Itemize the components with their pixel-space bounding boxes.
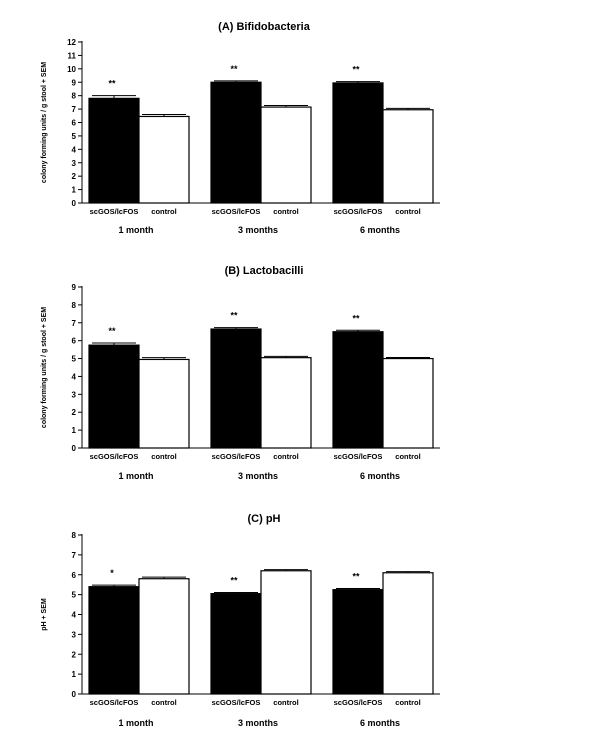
y-tick-label: 5 [72,132,77,141]
group-label: 6 months [360,718,400,728]
y-tick-label: 7 [72,319,77,328]
y-tick-label: 0 [72,199,77,208]
bar-treatment [88,344,140,449]
category-label: scGOS/lcFOS [334,452,383,461]
bar-control [260,106,312,204]
category-label: scGOS/lcFOS [90,698,139,707]
significance-marker: ** [230,64,238,74]
significance-marker: ** [352,313,360,323]
y-tick-label: 4 [72,145,77,154]
bar-control [260,357,312,449]
y-tick-label: 7 [72,551,77,560]
group-label: 6 months [360,471,400,481]
y-tick-label: 0 [72,444,77,453]
group-label: 6 months [360,225,400,235]
y-tick-label: 1 [72,186,77,195]
category-label: scGOS/lcFOS [90,452,139,461]
y-tick-label: 6 [72,119,77,128]
y-tick-label: 12 [67,38,76,47]
category-label: control [273,207,298,216]
group-label: 3 months [238,471,278,481]
category-label: control [273,452,298,461]
category-label: control [395,698,420,707]
panel-1: (B) Lactobacilli colony forming units / g… [41,265,440,481]
bar-treatment [210,81,262,204]
y-tick-label: 0 [72,690,77,699]
y-tick-label: 6 [72,337,77,346]
category-label: control [273,698,298,707]
category-label: control [395,452,420,461]
category-label: scGOS/lcFOS [334,698,383,707]
chart-title: (B) Lactobacilli [225,265,304,277]
bar-control [382,572,434,695]
significance-marker: ** [230,575,238,585]
significance-marker: ** [352,65,360,75]
y-tick-label: 3 [72,159,77,168]
y-tick-label: 2 [72,172,77,181]
y-tick-label: 1 [72,426,77,435]
category-label: control [395,207,420,216]
y-tick-label: 8 [72,531,77,540]
bar-treatment [332,589,384,695]
bar-control [138,358,190,449]
y-tick-label: 3 [72,390,77,399]
bar-treatment [332,82,384,204]
significance-marker: ** [108,326,116,336]
y-tick-label: 7 [72,105,77,114]
y-tick-label: 1 [72,670,77,679]
bar-control [138,578,190,695]
category-label: scGOS/lcFOS [212,207,261,216]
group-label: 3 months [238,225,278,235]
category-label: scGOS/lcFOS [212,698,261,707]
bar-control [260,570,312,695]
significance-marker: ** [352,571,360,581]
category-label: control [151,452,176,461]
y-tick-label: 8 [72,301,77,310]
significance-marker: ** [230,311,238,321]
group-label: 1 month [119,225,154,235]
y-tick-label: 6 [72,571,77,580]
y-tick-label: 9 [72,283,77,292]
bar-control [382,109,434,204]
group-label: 1 month [119,471,154,481]
y-tick-label: 2 [72,650,77,659]
panel-0: (A) Bifidobacteria colony forming units /… [41,21,440,235]
y-tick-label: 8 [72,92,77,101]
category-label: scGOS/lcFOS [212,452,261,461]
significance-marker: ** [108,79,116,89]
chart-title: (C) pH [248,513,281,525]
y-tick-label: 4 [72,372,77,381]
y-tick-label: 11 [68,51,77,60]
bar-treatment [210,593,262,695]
category-label: scGOS/lcFOS [334,207,383,216]
category-label: control [151,698,176,707]
group-label: 3 months [238,718,278,728]
bar-treatment [88,586,140,695]
y-axis-label: colony forming units / g stool + SEM [41,307,48,428]
y-tick-label: 5 [72,355,77,364]
chart-title: (A) Bifidobacteria [218,21,311,33]
y-tick-label: 4 [72,611,77,620]
y-axis-label: pH + SEM [41,598,48,631]
y-tick-label: 9 [72,78,77,87]
significance-marker: * [110,568,114,578]
y-tick-label: 3 [72,630,77,639]
y-axis-label: colony forming units / g stool + SEM [41,62,48,183]
bar-treatment [88,97,140,204]
category-label: scGOS/lcFOS [90,207,139,216]
bar-control [138,115,190,204]
y-tick-label: 2 [72,408,77,417]
bar-control [382,357,434,449]
bar-treatment [210,328,262,449]
category-label: control [151,207,176,216]
bar-treatment [332,331,384,449]
panel-2: (C) pH pH + SEM 0 1 2 3 4 5 6 7 8 * scGOS/lcFOS contr… [41,513,440,728]
y-tick-label: 10 [67,65,76,74]
group-label: 1 month [119,718,154,728]
y-tick-label: 5 [72,591,77,600]
